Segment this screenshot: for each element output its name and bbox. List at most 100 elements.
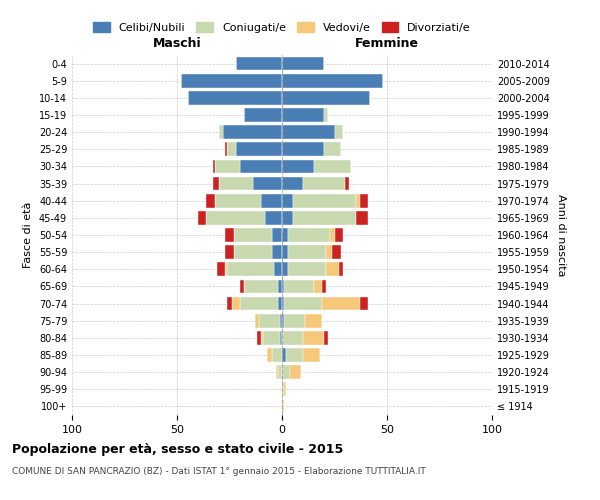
Bar [280,331,282,344]
Bar [219,126,223,139]
Bar [278,296,282,310]
Bar [324,142,341,156]
Bar [326,262,339,276]
Bar [280,314,282,328]
Bar [219,176,253,190]
Bar [236,56,282,70]
Bar [282,246,289,259]
Bar [289,262,326,276]
Bar [263,331,280,344]
Bar [286,348,303,362]
Bar [284,382,286,396]
Text: Maschi: Maschi [152,37,202,50]
Bar [282,331,303,344]
Bar [282,142,324,156]
Bar [274,262,282,276]
Bar [282,296,284,310]
Bar [278,366,282,379]
Text: Popolazione per età, sesso e stato civile - 2015: Popolazione per età, sesso e stato civil… [12,442,343,456]
Bar [284,280,314,293]
Bar [265,211,282,224]
Bar [213,160,215,173]
Bar [335,228,343,242]
Bar [215,194,261,207]
Bar [305,314,322,328]
Text: COMUNE DI SAN PANCRAZIO (BZ) - Dati ISTAT 1° gennaio 2015 - Elaborazione TUTTITA: COMUNE DI SAN PANCRAZIO (BZ) - Dati ISTA… [12,468,426,476]
Bar [360,194,368,207]
Bar [271,246,282,259]
Bar [322,296,360,310]
Bar [223,126,282,139]
Bar [206,194,215,207]
Bar [338,262,343,276]
Bar [282,176,303,190]
Bar [181,74,282,88]
Bar [282,91,370,104]
Bar [282,366,290,379]
Bar [259,314,280,328]
Bar [240,160,282,173]
Bar [282,348,286,362]
Bar [232,296,240,310]
Bar [240,280,244,293]
Bar [324,331,328,344]
Bar [314,280,322,293]
Bar [335,126,343,139]
Bar [326,246,332,259]
Bar [227,142,236,156]
Bar [257,331,261,344]
Bar [226,262,227,276]
Bar [314,160,352,173]
Bar [289,246,326,259]
Bar [226,228,234,242]
Bar [282,228,289,242]
Bar [282,211,293,224]
Bar [282,382,284,396]
Bar [293,211,355,224]
Bar [284,314,305,328]
Bar [198,211,206,224]
Bar [282,160,314,173]
Bar [244,108,282,122]
Bar [355,194,360,207]
Bar [282,56,324,70]
Bar [282,280,284,293]
Bar [271,228,282,242]
Bar [324,108,328,122]
Bar [236,142,282,156]
Bar [282,262,289,276]
Legend: Celibi/Nubili, Coniugati/e, Vedovi/e, Divorziati/e: Celibi/Nubili, Coniugati/e, Vedovi/e, Di… [89,18,475,37]
Bar [345,176,349,190]
Bar [303,348,320,362]
Bar [332,246,341,259]
Bar [212,176,219,190]
Bar [355,211,368,224]
Bar [290,366,301,379]
Bar [282,194,293,207]
Bar [226,142,227,156]
Bar [360,296,368,310]
Bar [240,296,278,310]
Bar [234,228,271,242]
Bar [234,246,271,259]
Bar [282,400,284,413]
Bar [253,176,282,190]
Bar [282,314,284,328]
Bar [284,296,322,310]
Bar [261,194,282,207]
Bar [282,126,335,139]
Bar [331,228,335,242]
Bar [227,296,232,310]
Bar [289,228,331,242]
Bar [282,74,383,88]
Bar [254,314,259,328]
Bar [276,366,278,379]
Bar [226,246,234,259]
Bar [303,331,324,344]
Y-axis label: Fasce di età: Fasce di età [23,202,33,268]
Bar [227,262,274,276]
Bar [271,348,282,362]
Bar [282,108,324,122]
Bar [303,176,345,190]
Bar [244,280,278,293]
